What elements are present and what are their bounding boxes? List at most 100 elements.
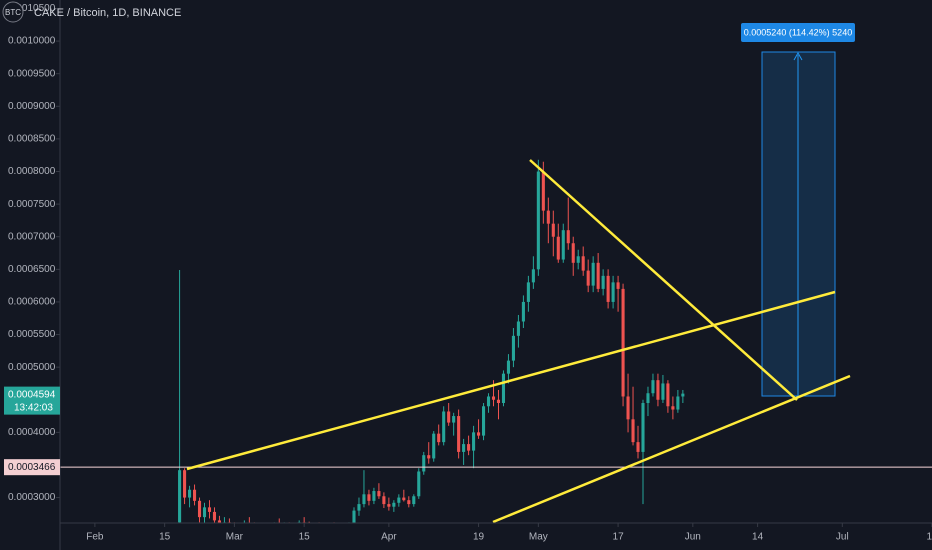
- candle-body: [661, 383, 665, 400]
- candle-body: [402, 497, 406, 501]
- candle-body: [606, 275, 610, 302]
- x-tick-label: 15: [159, 532, 171, 543]
- candle-body: [397, 497, 401, 503]
- candle-body: [516, 321, 520, 336]
- x-tick-label: 15: [299, 532, 311, 543]
- candle-body: [313, 526, 316, 528]
- drawings: [186, 51, 851, 523]
- candle-body: [636, 442, 640, 452]
- symbol-badge-text: BTC: [5, 8, 21, 17]
- x-tick-label: Apr: [381, 532, 397, 543]
- symbol-badge: [2, 1, 24, 23]
- candle-body: [412, 496, 416, 505]
- candle-body: [212, 511, 217, 521]
- candle-body: [566, 230, 570, 244]
- y-tick-label: 0.0007500: [8, 199, 56, 210]
- x-tick-label: Feb: [86, 532, 104, 543]
- candle-body: [377, 491, 381, 497]
- candle-body: [417, 471, 421, 497]
- candle-body: [666, 383, 670, 407]
- trend-line: [492, 374, 851, 523]
- candle-body: [626, 396, 630, 420]
- candle-body: [207, 507, 212, 512]
- candle-body: [467, 444, 471, 451]
- candle-body: [621, 288, 625, 397]
- candle-body: [442, 411, 446, 443]
- y-tick-label: 0.0010500: [8, 3, 56, 14]
- measure-label: 0.0005240 (114.42%) 5240: [744, 27, 852, 37]
- candle-body: [611, 282, 615, 302]
- candle-body: [551, 223, 555, 237]
- price-line-label-box: [4, 459, 60, 476]
- axes: 0.00030000.00035000.00040000.00045000.00…: [4, 3, 932, 543]
- x-tick-label: Jul: [836, 532, 849, 543]
- price-line-label: 0.0003466: [8, 462, 56, 473]
- candle-body: [337, 528, 340, 531]
- candle-body: [253, 526, 256, 530]
- candle-body: [561, 230, 565, 260]
- candle-body: [506, 360, 511, 374]
- candle-body: [323, 528, 326, 530]
- y-tick-label: 0.0003000: [8, 492, 56, 503]
- candle-body: [641, 403, 645, 452]
- candle-body: [427, 455, 431, 459]
- x-tick-label: 19: [473, 532, 485, 543]
- candle-body: [452, 416, 456, 423]
- candle-body: [178, 470, 182, 523]
- candle-body: [457, 416, 461, 452]
- candle-body: [437, 433, 441, 443]
- candle-body: [432, 433, 436, 459]
- candle-body: [387, 504, 391, 507]
- countdown-label: 13:42:03: [14, 402, 53, 413]
- measure-label-box: [741, 23, 855, 42]
- measure-arrow-head: [793, 51, 803, 61]
- candle-body: [462, 444, 466, 452]
- x-tick-label: May: [529, 532, 548, 543]
- candle-body: [531, 269, 535, 283]
- x-tick-label: 14: [752, 532, 764, 543]
- candle-body: [601, 275, 605, 289]
- candle-body: [651, 380, 655, 394]
- chart-title: CAKE / Bitcoin, 1D, BINANCE: [34, 7, 181, 19]
- trend-line: [186, 290, 836, 471]
- y-tick-label: 0.0005000: [8, 362, 56, 373]
- candle-body: [258, 529, 261, 530]
- candle-body: [217, 520, 221, 523]
- y-tick-label: 0.0009000: [8, 101, 56, 112]
- candle-body: [681, 393, 685, 397]
- candle-body: [581, 256, 585, 271]
- last-price-label: 0.0004594: [8, 389, 56, 400]
- candle-body: [333, 526, 336, 529]
- candle-body: [362, 494, 366, 505]
- candle-body: [556, 236, 560, 260]
- candle-body: [646, 393, 650, 404]
- candle-body: [422, 455, 426, 472]
- candles: [60, 159, 932, 532]
- candle-body: [526, 282, 530, 302]
- candle-body: [447, 411, 451, 423]
- candle-body: [546, 210, 550, 224]
- y-tick-label: 0.0006000: [8, 297, 56, 308]
- candle-body: [392, 502, 396, 507]
- candle-body: [273, 525, 276, 530]
- last-price-box: [4, 386, 60, 415]
- candle-body: [308, 525, 311, 528]
- candle-body: [342, 529, 345, 532]
- candle-body: [631, 419, 635, 443]
- candle-body: [586, 270, 590, 286]
- candle-body: [248, 524, 251, 527]
- x-tick-label: Jun: [685, 532, 701, 543]
- candle-body: [328, 526, 331, 528]
- candle-body: [202, 507, 207, 518]
- candle-body: [293, 527, 296, 529]
- candle-body: [263, 529, 266, 531]
- candle-body: [671, 406, 675, 410]
- candle-body: [521, 301, 525, 322]
- candle-body: [233, 527, 236, 530]
- candle-body: [576, 256, 580, 263]
- candle-body: [407, 500, 411, 505]
- candle-body: [496, 399, 501, 404]
- candle-body: [183, 470, 187, 498]
- candle-body: [477, 432, 481, 436]
